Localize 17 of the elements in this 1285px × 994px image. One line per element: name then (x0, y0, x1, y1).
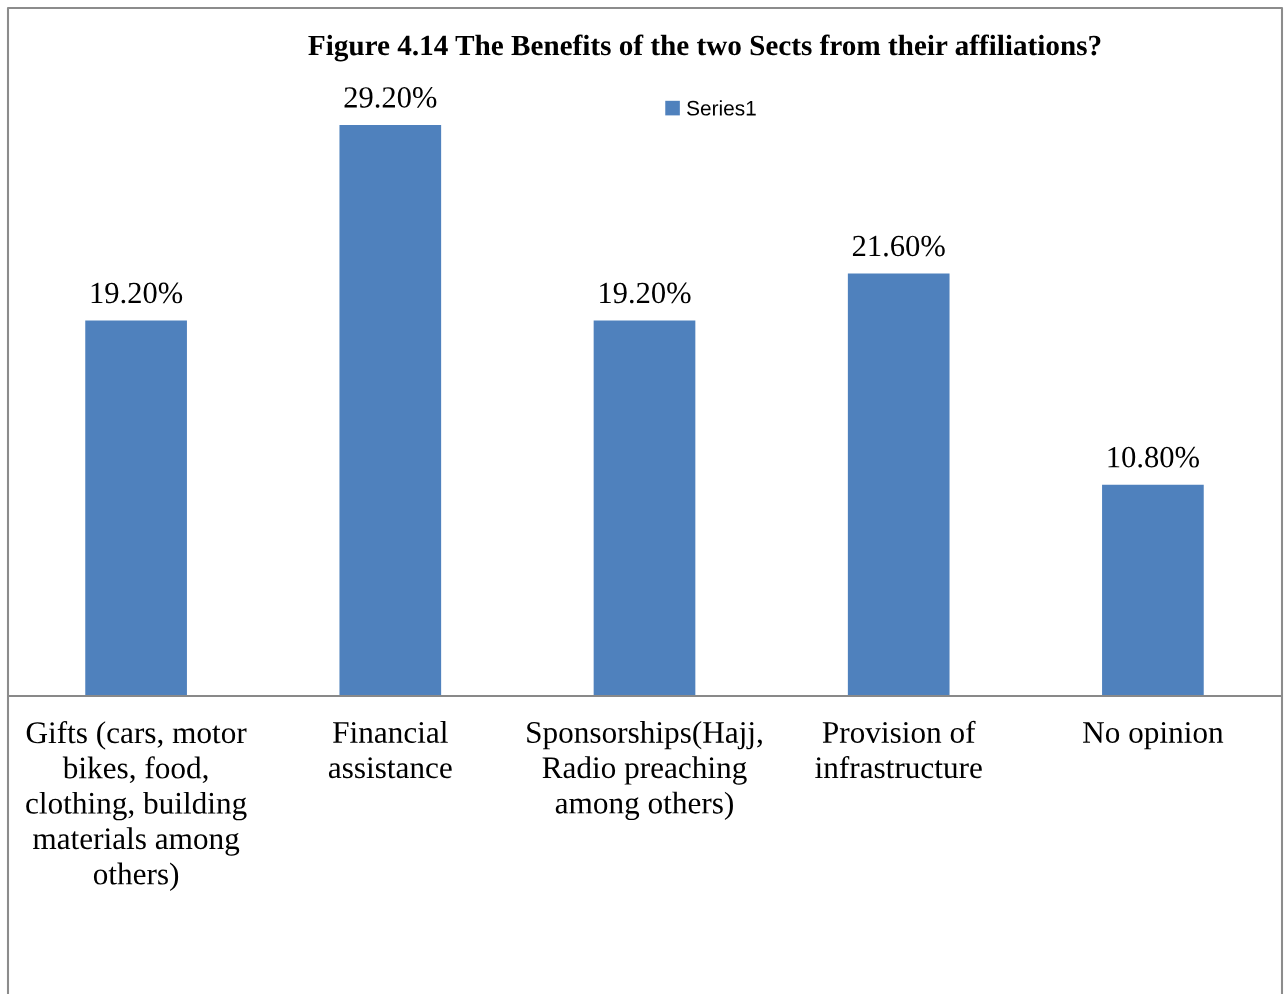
data-label: 19.20% (600, 282, 691, 304)
data-label: 10.80% (1108, 446, 1199, 468)
bar (85, 320, 187, 696)
x-tick-label: No opinion (1083, 721, 1224, 750)
x-tick-label: Gifts (cars, motor bikes, food, clothing, building materials among others) (26, 721, 247, 891)
x-tick-label: Financial assistance (328, 721, 452, 779)
data-label: 19.20% (91, 282, 183, 304)
chart-title: Figure 4.14 The Benefits of the two Sects from their affiliations? (308, 34, 1101, 62)
data-label: 29.20% (344, 87, 437, 108)
bar (847, 273, 950, 696)
x-tick-label: Sponsorships(Hajj, Radio preaching among others) (527, 721, 762, 821)
data-label: 21.60% (852, 235, 945, 257)
bar (1102, 484, 1204, 696)
bar (593, 320, 696, 696)
x-tick-label: Provision of infrastructure (815, 720, 982, 779)
legend-label: Series1 (687, 100, 756, 116)
bar (339, 125, 442, 696)
